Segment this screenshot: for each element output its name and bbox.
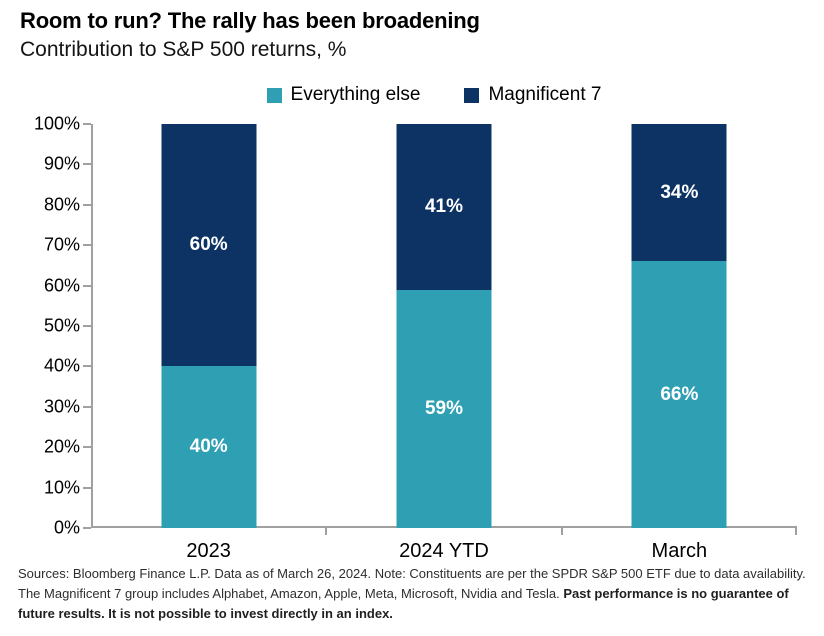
x-tick: [560, 528, 563, 535]
bar-segment-everything-else: [631, 261, 727, 528]
legend-swatch-magnificent-7-icon: [464, 87, 480, 103]
source-text: Sources: Bloomberg Finance L.P. Data as …: [18, 566, 806, 601]
bar-value-label: 59%: [424, 397, 464, 419]
x-axis-label: March: [651, 540, 708, 562]
y-axis-line: [91, 124, 93, 528]
x-tick: [325, 528, 328, 535]
bar-value-label: 60%: [189, 234, 228, 256]
y-tick: [83, 325, 91, 327]
legend-label-everything-else: Everything else: [290, 84, 421, 105]
y-tick: [83, 203, 91, 206]
x-axis-label: 2023: [186, 540, 231, 562]
chart-title: Room to run? The rally has been broadeni…: [20, 8, 480, 33]
legend-item-magnificent-7: Magnificent 7: [464, 84, 601, 106]
bar-segment-magnificent-7: [161, 124, 257, 367]
y-axis-label: 80%: [43, 194, 80, 215]
y-axis-label: 60%: [43, 275, 80, 296]
bar-segment-magnificent-7: [631, 124, 727, 262]
y-axis-label: 90%: [43, 153, 80, 174]
y-tick: [83, 244, 91, 247]
x-axis-label: 2024 YTD: [399, 540, 489, 562]
chart-subtitle: Contribution to S&P 500 returns, %: [20, 38, 347, 61]
y-axis-label: 10%: [43, 477, 80, 498]
y-tick: [83, 446, 91, 449]
y-tick: [83, 284, 91, 287]
y-axis-label: 0%: [53, 517, 80, 538]
legend-item-everything-else: Everything else: [266, 84, 421, 106]
legend-swatch-everything-else-icon: [266, 87, 282, 103]
plot-area: 0% 10% 20% 30% 40% 50% 60% 70% 80% 90% 100% 40% 60% 2…: [34, 114, 797, 562]
x-tick: [795, 528, 797, 535]
y-axis-label: 20%: [43, 436, 80, 457]
y-tick: [83, 486, 91, 489]
bar-segment-everything-else: [396, 289, 492, 528]
y-axis-label: 100%: [33, 113, 80, 134]
bar-segment-magnificent-7: [396, 124, 492, 290]
bar-value-label: 66%: [660, 383, 699, 405]
y-tick: [83, 405, 91, 408]
y-tick: [83, 527, 91, 529]
bar-segment-everything-else: [161, 366, 257, 528]
y-tick: [83, 365, 91, 368]
y-axis-label: 70%: [43, 234, 80, 255]
legend-label-magnificent-7: Magnificent 7: [488, 84, 602, 105]
disclaimer-text: Past performance is no guarantee of futu…: [18, 586, 789, 621]
y-axis-label: 50%: [43, 315, 80, 336]
y-axis-label: 30%: [43, 396, 80, 417]
bar-value-label: 41%: [424, 195, 464, 217]
y-tick: [83, 163, 91, 166]
source-note: Sources: Bloomberg Finance L.P. Data as …: [18, 564, 812, 624]
chart-legend: Everything else Magnificent 7: [22, 84, 824, 106]
bar-value-label: 40%: [189, 436, 228, 458]
bar-value-label: 34%: [660, 181, 699, 203]
y-tick: [83, 123, 91, 125]
y-axis-label: 40%: [43, 355, 80, 376]
